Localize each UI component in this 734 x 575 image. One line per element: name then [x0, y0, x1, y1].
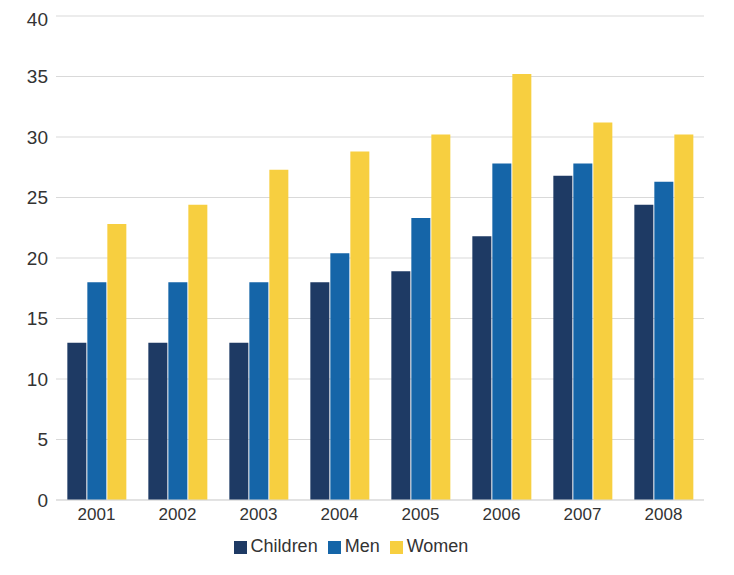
svg-text:2006: 2006: [483, 505, 521, 524]
svg-text:25: 25: [27, 187, 48, 208]
svg-text:5: 5: [37, 429, 48, 450]
svg-text:2008: 2008: [645, 505, 683, 524]
svg-text:15: 15: [27, 308, 48, 329]
svg-text:2002: 2002: [159, 505, 197, 524]
svg-text:2004: 2004: [321, 505, 359, 524]
svg-text:2005: 2005: [402, 505, 440, 524]
svg-text:0: 0: [37, 490, 48, 511]
svg-text:2007: 2007: [564, 505, 602, 524]
svg-text:40: 40: [27, 9, 48, 30]
svg-text:2003: 2003: [240, 505, 278, 524]
svg-text:20: 20: [27, 248, 48, 269]
svg-text:35: 35: [27, 66, 48, 87]
html-text:Men: Men: [344, 536, 380, 556]
html-text:Children: Children: [250, 536, 318, 556]
svg-text:2001: 2001: [78, 505, 116, 524]
svg-text:10: 10: [27, 369, 48, 390]
svg-text:30: 30: [27, 127, 48, 148]
html-text:Women: Women: [406, 536, 469, 556]
